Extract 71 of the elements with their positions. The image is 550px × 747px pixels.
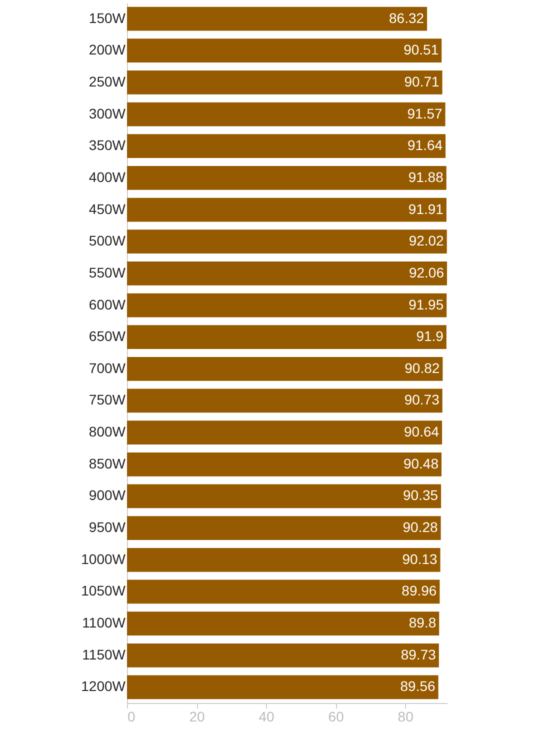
- y-tick-label: 600W: [88, 296, 126, 312]
- data-label: 89.8: [408, 614, 436, 631]
- bar: [127, 643, 439, 668]
- y-tick-label: 800W: [88, 424, 126, 440]
- data-label: 92.06: [408, 264, 444, 280]
- y-tick-label: 1050W: [81, 582, 126, 599]
- bar: [127, 70, 442, 94]
- data-label: 91.88: [408, 168, 444, 185]
- data-label: 91.64: [407, 137, 443, 154]
- bar: [127, 293, 447, 318]
- y-tick-label: 700W: [88, 360, 126, 376]
- y-tick-label: 500W: [88, 232, 126, 249]
- y-tick-label: 350W: [88, 137, 126, 154]
- data-label: 89.56: [400, 678, 436, 694]
- y-tick-label: 950W: [88, 519, 126, 536]
- data-label: 90.64: [404, 424, 440, 440]
- y-tick-label: 1000W: [81, 550, 126, 567]
- data-label: 90.51: [404, 42, 439, 58]
- bar: [127, 166, 446, 190]
- data-label: 89.73: [400, 646, 436, 662]
- bar: [127, 388, 442, 413]
- bar: [127, 580, 440, 604]
- y-tick-label: 550W: [88, 264, 126, 280]
- bar: [127, 356, 443, 381]
- y-tick-label: 400W: [88, 168, 126, 185]
- bar: [127, 675, 438, 700]
- y-tick-label: 850W: [88, 455, 126, 472]
- y-tick-label: 1200W: [81, 678, 126, 694]
- data-label: 90.35: [403, 487, 438, 504]
- x-tick-label: 80: [398, 708, 414, 724]
- y-tick-label: 200W: [88, 42, 126, 58]
- y-tick-label: 1150W: [82, 646, 126, 662]
- x-tick-label: 60: [328, 708, 344, 724]
- bar: [127, 102, 446, 126]
- y-tick-label: 450W: [88, 200, 126, 217]
- x-tick-label: 40: [258, 708, 275, 724]
- y-tick-label: 1100W: [82, 614, 126, 631]
- bar: [127, 325, 446, 350]
- data-label: 92.02: [408, 232, 444, 249]
- data-label: 91.95: [408, 296, 444, 312]
- data-label: 90.73: [404, 392, 440, 408]
- x-tick-label: 0: [128, 708, 136, 724]
- bar: [127, 134, 446, 158]
- data-label: 89.96: [402, 582, 437, 599]
- bar: [127, 516, 441, 540]
- data-label: 91.57: [407, 105, 442, 122]
- bar: [127, 198, 446, 222]
- bar: [127, 484, 442, 508]
- bar: [127, 612, 440, 636]
- bar: [127, 6, 428, 31]
- bar: [127, 452, 442, 476]
- data-label: 91.9: [416, 328, 444, 344]
- data-label: 91.91: [408, 200, 444, 217]
- y-tick-label: 150W: [88, 10, 126, 26]
- bar: [127, 38, 442, 63]
- y-tick-label: 650W: [88, 328, 126, 344]
- data-label: 90.71: [404, 73, 440, 90]
- data-label: 90.28: [402, 519, 438, 536]
- bar: [127, 230, 447, 254]
- data-label: 90.48: [403, 455, 439, 472]
- bar: [127, 261, 447, 286]
- y-tick-label: 300W: [88, 105, 126, 122]
- y-tick-label: 250W: [88, 73, 126, 90]
- x-tick-label: 20: [189, 708, 206, 724]
- y-tick-label: 750W: [88, 392, 126, 408]
- data-label: 86.32: [389, 10, 424, 26]
- bar: [127, 420, 442, 445]
- bar: [127, 548, 440, 572]
- data-label: 90.82: [404, 360, 440, 376]
- y-tick-label: 900W: [88, 487, 126, 504]
- data-label: 90.13: [402, 550, 438, 567]
